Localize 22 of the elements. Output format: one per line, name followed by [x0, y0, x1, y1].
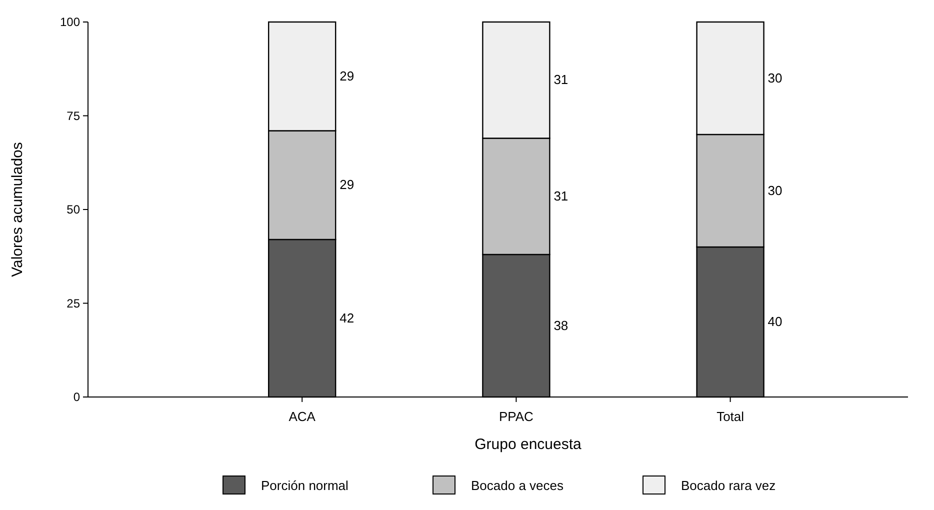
data-label: 31	[554, 72, 568, 88]
y-tick-label: 100	[60, 15, 80, 29]
data-label: 29	[340, 68, 354, 84]
x-tick-label: ACA	[288, 409, 316, 424]
y-tick-label: 25	[66, 296, 80, 310]
x-tick-label: PPAC	[498, 409, 534, 424]
legend-label: Porción normal	[261, 478, 349, 493]
y-tick-label: 50	[66, 202, 80, 216]
legend-label: Bocado a veces	[471, 478, 564, 493]
legend-label: Bocado rara vez	[681, 478, 776, 493]
data-label: 42	[340, 310, 354, 326]
x-tick-label: Total	[716, 409, 744, 424]
y-tick-label: 75	[66, 108, 80, 123]
data-label: 40	[768, 314, 782, 329]
data-label: 29	[340, 177, 354, 192]
y-axis-title: Valores acumulados	[9, 142, 26, 277]
data-label: 30	[768, 182, 782, 198]
data-label: 38	[554, 318, 568, 333]
data-label: 31	[554, 188, 568, 204]
x-axis-title: Grupo encuesta	[474, 436, 582, 453]
data-label: 30	[768, 70, 782, 86]
y-tick-label: 0	[73, 390, 80, 404]
